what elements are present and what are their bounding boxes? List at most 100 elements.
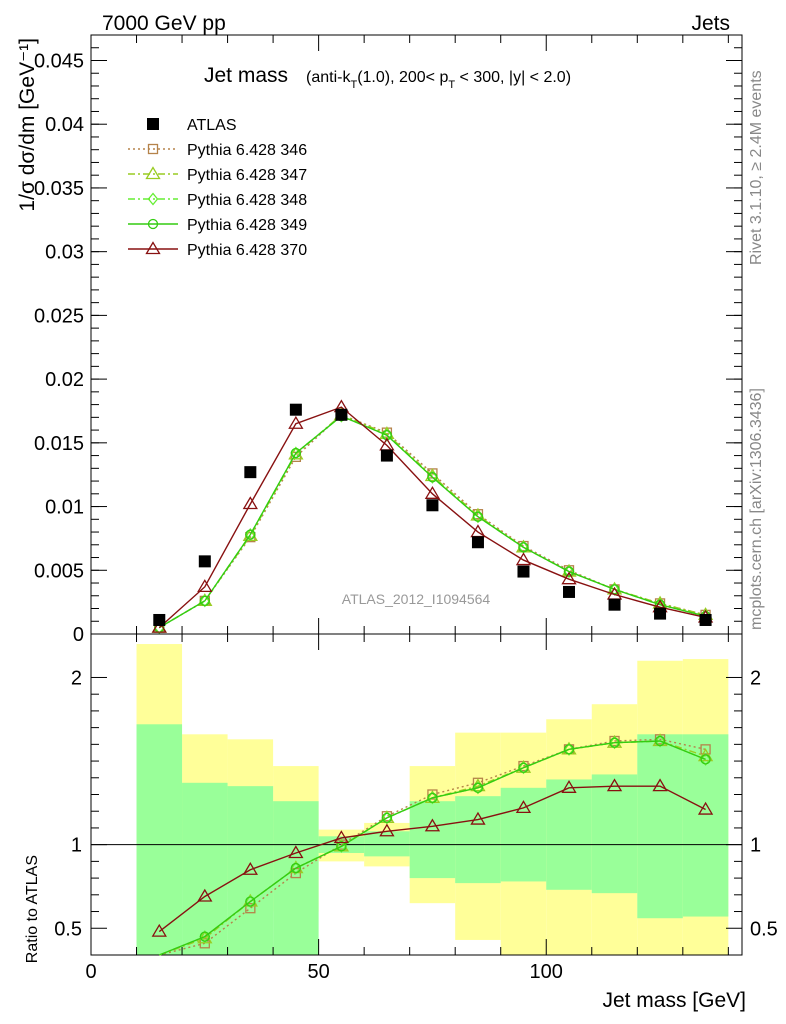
main-data-point-0-3	[289, 403, 302, 416]
plot-title: Jet mass	[204, 64, 288, 87]
xtick-label-2: 100	[530, 961, 563, 983]
legend-item-0: ATLAS	[147, 117, 237, 134]
main-line-4	[158, 406, 706, 629]
xtick-label-0: 0	[85, 961, 96, 983]
ratio-band-inner-11	[637, 734, 683, 919]
main-line-3	[158, 415, 706, 629]
legend: ATLAS Pythia 6.428 346 Pythia 6.428 347 Pyt…	[128, 117, 307, 259]
x-axis-label: Jet mass [GeV]	[602, 989, 746, 1012]
ratio-point-4-10	[606, 778, 623, 792]
main-point-4-0	[151, 619, 167, 633]
main-data-point-0-5	[380, 449, 393, 462]
analysis-watermark: ATLAS_2012_I1094564	[342, 591, 491, 607]
main-ytick-label-6: 0.03	[45, 242, 84, 264]
ratio-point-1-12	[697, 748, 714, 762]
legend-label-3: Pythia 6.428 348	[187, 192, 307, 209]
main-point-3-6	[427, 472, 438, 483]
legend-marker-5	[145, 241, 161, 255]
legend-item-2: Pythia 6.428 347	[128, 166, 307, 184]
ratio-point-2-11	[654, 734, 666, 748]
ratio-ytick-label-2: 2	[71, 667, 82, 689]
plot-subtitle: (anti-kT(1.0), 200< pT < 300, |y| < 2.0)	[306, 69, 571, 91]
legend-label-4: Pythia 6.428 349	[187, 217, 307, 234]
ratio-point-0-6	[427, 789, 438, 800]
main-data-point-0-4	[335, 408, 348, 421]
ratio-point-4-12	[697, 801, 714, 815]
ratio-point-3-9	[563, 744, 575, 755]
ratio-point-3-7	[472, 782, 484, 793]
main-ytick-label-9: 0.045	[34, 50, 84, 72]
ratio-point-4-3	[288, 845, 304, 859]
legend-item-3: Pythia 6.428 348	[128, 192, 307, 209]
ratio-point-4-1	[197, 888, 213, 902]
ratio-ytick-label-0: 0.5	[54, 918, 82, 940]
ratio-ytick-label-right-2: 2	[750, 667, 761, 689]
ratio-series-group	[151, 733, 714, 956]
ratio-point-4-5	[379, 823, 395, 837]
legend-label-0: ATLAS	[187, 117, 237, 134]
legend-marker-2	[145, 166, 161, 180]
legend-label-1: Pythia 6.428 346	[187, 142, 307, 159]
main-ytick-label-4: 0.02	[45, 369, 84, 391]
ratio-ytick-label-1: 1	[71, 835, 82, 857]
ratio-point-4-8	[515, 800, 532, 814]
ratio-band-inner-10	[591, 774, 638, 894]
ratio-band-inner-8	[500, 787, 547, 882]
header-right: Jets	[691, 12, 730, 35]
legend-marker-1	[147, 143, 159, 155]
ratio-band-inner-0	[136, 724, 183, 955]
main-point-3-3	[290, 447, 302, 459]
ratio-point-3-8	[518, 762, 529, 773]
ratio-point-2-9	[563, 742, 575, 756]
ratio-line-3	[159, 740, 706, 956]
ratio-point-3-10	[609, 737, 620, 748]
main-data-point-0-12	[699, 613, 712, 626]
legend-item-4: Pythia 6.428 349	[128, 217, 307, 234]
main-point-4-2	[242, 496, 258, 510]
header-left: 7000 GeV pp	[102, 12, 226, 35]
ratio-band-inner-6	[409, 801, 456, 879]
main-point-3-8	[518, 542, 529, 553]
main-point-2-1	[199, 594, 211, 608]
ratio-point-4-6	[424, 818, 441, 832]
main-data-point-0-6	[426, 499, 439, 512]
ratio-point-3-11	[654, 735, 666, 747]
ratio-band-inner-9	[546, 779, 592, 890]
main-data-point-0-7	[471, 536, 484, 549]
ratio-point-4-11	[652, 778, 668, 792]
ratio-point-4-0	[151, 923, 167, 937]
main-y-axis-label: 1/σ dσ/dm [GeV⁻¹]	[16, 38, 39, 212]
ratio-point-3-3	[290, 862, 302, 874]
ratio-y-axis-label: Ratio to ATLAS	[24, 855, 41, 963]
mcplots-label: mcplots.cern.ch [arXiv:1306.3436]	[748, 388, 765, 630]
ratio-point-4-9	[561, 780, 577, 793]
ratio-point-3-2	[245, 896, 256, 907]
ratio-point-4-2	[242, 861, 258, 875]
legend-label-2: Pythia 6.428 347	[187, 167, 307, 184]
legend-label-5: Pythia 6.428 370	[187, 242, 307, 259]
main-data-series-0	[153, 403, 712, 626]
main-panel: 0 0.005 0.01 0.015 0.02 0.025 0.03 0.035 0.04 0.0…	[34, 34, 743, 646]
ratio-ytick-label-right-0: 0.5	[750, 918, 778, 940]
main-data-point-0-0	[153, 613, 166, 626]
main-ytick-label-1: 0.005	[34, 560, 84, 582]
main-data-point-0-9	[563, 585, 576, 598]
main-ytick-label-0: 0	[73, 624, 84, 646]
main-data-point-0-10	[608, 598, 621, 611]
main-ytick-label-7: 0.035	[34, 178, 84, 200]
main-series-4	[151, 399, 714, 633]
main-series-group	[151, 399, 714, 635]
rivet-version-label: Rivet 3.1.10, ≥ 2.4M events	[748, 70, 765, 265]
ratio-point-2-6	[427, 791, 438, 805]
main-point-4-6	[424, 486, 441, 499]
ratio-band-inner-1	[182, 782, 228, 955]
ratio-band-inner-2	[227, 786, 274, 955]
ratio-point-3-12	[700, 754, 711, 765]
ratio-band-inner-12	[682, 734, 729, 917]
main-point-4-1	[197, 579, 213, 592]
main-data-point-0-8	[517, 565, 530, 578]
ratio-line-0	[159, 738, 706, 956]
main-ytick-label-8: 0.04	[45, 114, 84, 136]
ratio-point-3-5	[381, 812, 393, 824]
main-data-point-0-2	[244, 466, 257, 479]
